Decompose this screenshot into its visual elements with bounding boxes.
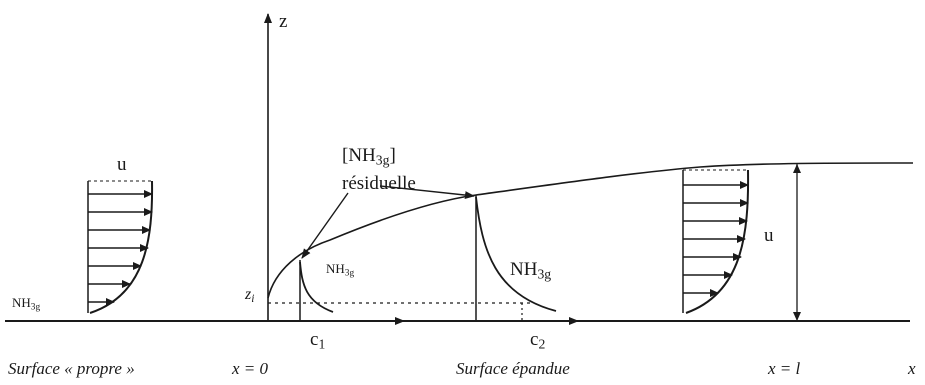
u-left-label: u (117, 154, 127, 175)
boundary-layer-curve (267, 162, 914, 299)
z-axis-label: z (279, 11, 288, 32)
caption-x-zero: x = 0 (232, 359, 269, 378)
c2-decay-curve (475, 196, 557, 312)
c1-decay-curve (299, 261, 334, 313)
annotation-arrow-to-profile (301, 192, 349, 259)
right-velocity-profile (682, 169, 750, 314)
concentration-profile-1 (299, 260, 405, 325)
c1-label: c1 (310, 329, 326, 352)
caption-surface-epandue: Surface épandue (456, 359, 570, 378)
nh3-concentration-label: [NH3g] (342, 145, 396, 168)
nh3-mid-small-label: NH3g (326, 261, 355, 279)
nh3-left-label: NH3g (12, 295, 41, 313)
annotation-arrow-to-curve (379, 185, 475, 200)
concentration-profile-2 (475, 195, 579, 325)
left-velocity-profile (87, 180, 154, 314)
nh3-mid-large-label: NH3g (510, 259, 552, 282)
u-right-label: u (764, 225, 774, 246)
caption-surface-propre: Surface « propre » (8, 359, 135, 378)
c2-label: c2 (530, 329, 546, 352)
right-profile-curve (685, 169, 750, 314)
zi-label: zi (245, 286, 255, 305)
caption-x-axis: x (908, 359, 916, 378)
left-profile-curve (89, 180, 154, 314)
residuelle-label: résiduelle (342, 173, 416, 194)
caption-x-l: x = l (768, 359, 801, 378)
